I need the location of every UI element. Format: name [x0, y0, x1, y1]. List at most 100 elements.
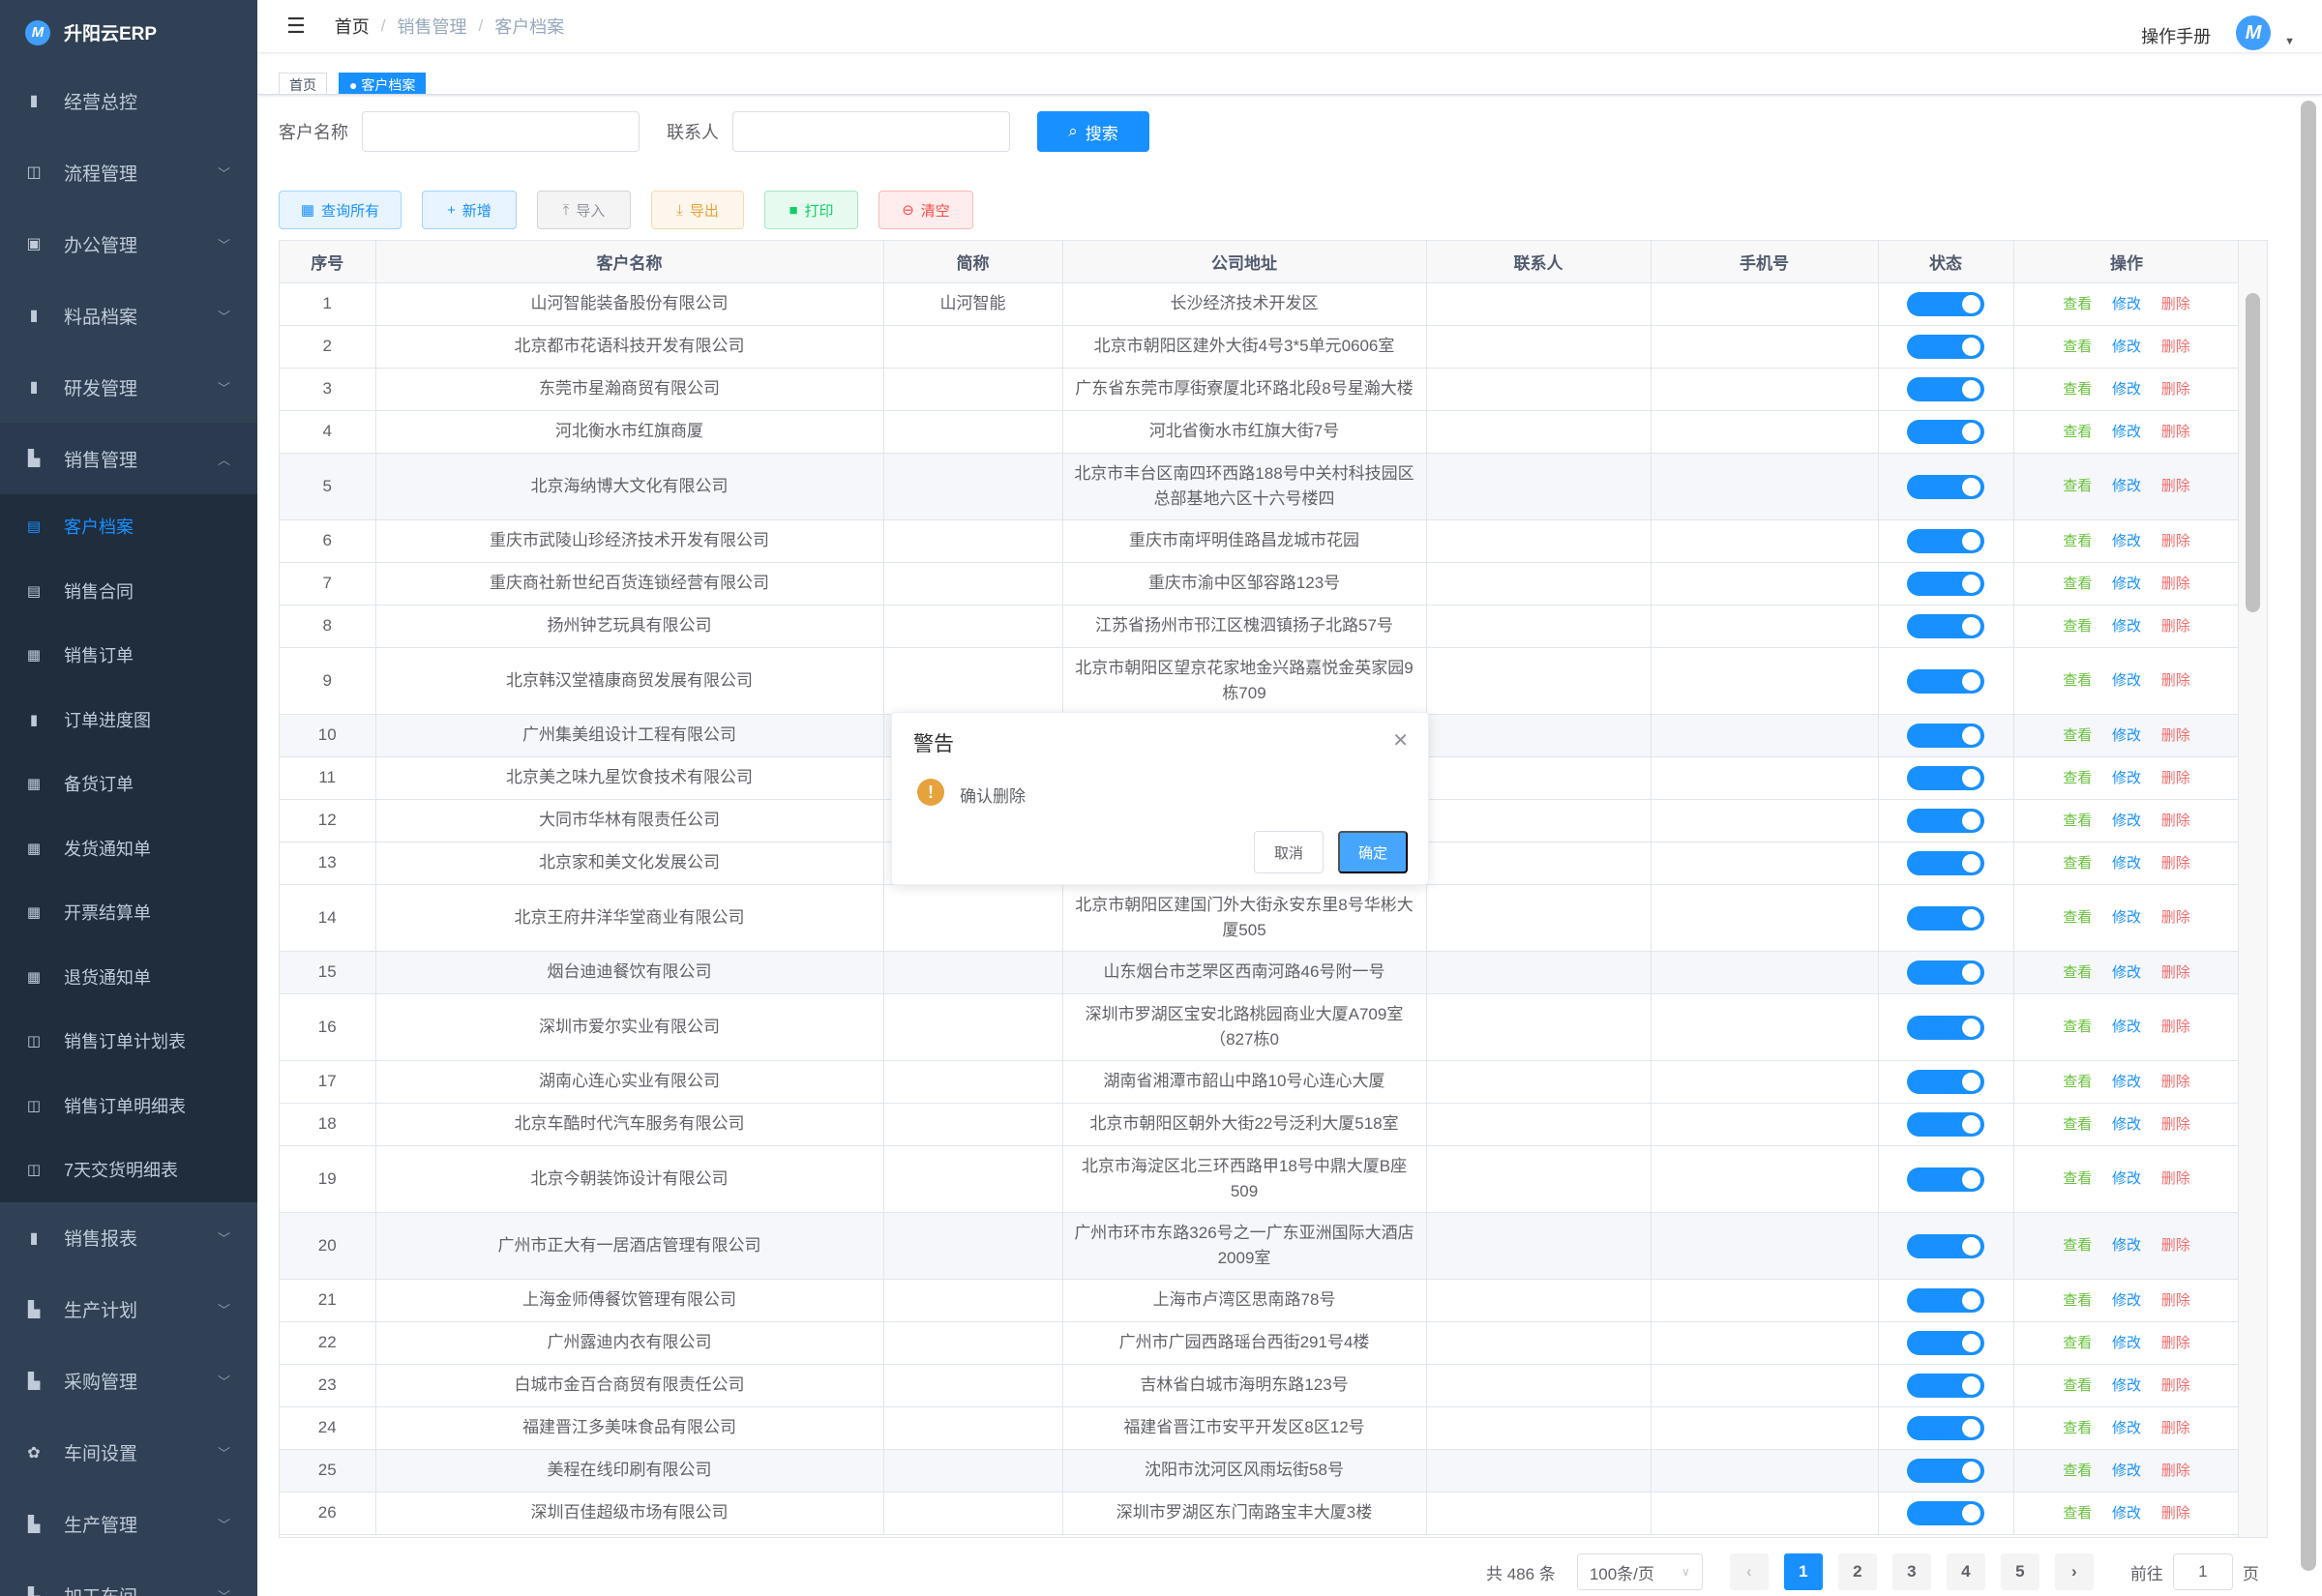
- edit-link[interactable]: 修改: [2111, 1419, 2141, 1436]
- status-toggle[interactable]: [1907, 529, 1984, 553]
- sidebar-subitem-3[interactable]: ▮ 订单进度图: [0, 688, 257, 753]
- status-toggle[interactable]: [1907, 377, 1984, 401]
- status-toggle[interactable]: [1907, 335, 1984, 359]
- delete-link[interactable]: 删除: [2160, 1334, 2190, 1351]
- edit-link[interactable]: 修改: [2111, 854, 2141, 872]
- table-row[interactable]: 22 广州露迪内衣有限公司 广州市广园西路瑶台西街291号4楼 查看 修改 删除: [280, 1321, 2241, 1365]
- delete-link[interactable]: 删除: [2160, 672, 2190, 689]
- tag-home[interactable]: 首页: [279, 73, 327, 94]
- status-toggle[interactable]: [1907, 724, 1984, 748]
- status-toggle[interactable]: [1907, 614, 1984, 638]
- sidebar-subitem-0[interactable]: ▤ 客户档案: [0, 494, 257, 559]
- sidebar-subitem-7[interactable]: ▦ 退货通知单: [0, 945, 257, 1010]
- table-row[interactable]: 26 深圳百佳超级市场有限公司 深圳市罗湖区东门南路宝丰大厦3楼 查看 修改 删…: [280, 1492, 2241, 1535]
- view-link[interactable]: 查看: [2063, 1073, 2093, 1090]
- column-header[interactable]: 公司地址: [1062, 241, 1427, 283]
- sidebar-subitem-10[interactable]: ◫ 7天交货明细表: [0, 1138, 257, 1202]
- confirm-button[interactable]: 确定: [1338, 831, 1408, 873]
- view-link[interactable]: 查看: [2063, 1419, 2093, 1436]
- delete-link[interactable]: 删除: [2160, 812, 2190, 829]
- table-row[interactable]: 19 北京今朝装饰设计有限公司 北京市海淀区北三环西路甲18号中鼎大厦B座509…: [280, 1145, 2241, 1213]
- status-toggle[interactable]: [1907, 766, 1984, 790]
- status-toggle[interactable]: [1907, 905, 1984, 931]
- sidebar-item-top-5[interactable]: ▙ 销售管理 ︿: [0, 423, 257, 494]
- status-toggle[interactable]: [1907, 668, 1984, 694]
- close-icon[interactable]: ✕: [1392, 730, 1409, 752]
- sidebar-subitem-1[interactable]: ▤ 销售合同: [0, 559, 257, 624]
- goto-page-input[interactable]: 1: [2172, 1553, 2233, 1590]
- delete-link[interactable]: 删除: [2160, 769, 2190, 786]
- sidebar-item-bottom-0[interactable]: ▮ 销售报表 ﹀: [0, 1202, 257, 1274]
- column-header[interactable]: 简称: [883, 241, 1063, 283]
- table-row[interactable]: 17 湖南心连心实业有限公司 湖南省湘潭市韶山中路10号心连心大厦 查看 修改 …: [280, 1060, 2241, 1104]
- table-scrollbar-thumb[interactable]: [2246, 293, 2260, 612]
- toolbar-button-upload[interactable]: ⤒ 导入: [537, 191, 631, 229]
- delete-link[interactable]: 删除: [2160, 1462, 2190, 1479]
- status-toggle[interactable]: [1907, 1288, 1984, 1313]
- status-toggle[interactable]: [1907, 1416, 1984, 1440]
- view-link[interactable]: 查看: [2063, 338, 2093, 355]
- status-toggle[interactable]: [1907, 851, 1984, 875]
- status-toggle[interactable]: [1907, 420, 1984, 444]
- view-link[interactable]: 查看: [2063, 1019, 2093, 1035]
- delete-link[interactable]: 删除: [2160, 1237, 2190, 1254]
- status-toggle[interactable]: [1907, 1501, 1984, 1525]
- table-row[interactable]: 25 美程在线印刷有限公司 沈阳市沈河区风雨坛街58号 查看 修改 删除: [280, 1449, 2241, 1493]
- status-toggle[interactable]: [1907, 1374, 1984, 1398]
- column-header[interactable]: 操作: [2013, 241, 2241, 283]
- toolbar-button-download[interactable]: ⤓ 导出: [651, 191, 744, 229]
- toolbar-button-clear[interactable]: ⊖ 清空: [878, 191, 973, 229]
- sidebar-item-bottom-4[interactable]: ▙ 生产管理 ﹀: [0, 1489, 257, 1560]
- view-link[interactable]: 查看: [2063, 909, 2093, 926]
- status-toggle[interactable]: [1907, 1112, 1984, 1137]
- tag-customer[interactable]: ● 客户档案: [339, 73, 427, 94]
- delete-link[interactable]: 删除: [2160, 1376, 2190, 1394]
- manual-link[interactable]: 操作手册: [2141, 27, 2212, 46]
- sidebar-item-bottom-1[interactable]: ▙ 生产计划 ﹀: [0, 1274, 257, 1345]
- column-header[interactable]: 序号: [280, 241, 376, 283]
- edit-link[interactable]: 修改: [2111, 1376, 2141, 1394]
- table-row[interactable]: 7 重庆商社新世纪百货连锁经营有限公司 重庆市渝中区邹容路123号 查看 修改 …: [280, 562, 2241, 606]
- edit-link[interactable]: 修改: [2111, 1170, 2141, 1187]
- view-link[interactable]: 查看: [2063, 726, 2093, 744]
- search-button[interactable]: ⌕ 搜索: [1037, 111, 1149, 152]
- status-toggle[interactable]: [1907, 1167, 1984, 1192]
- sidebar-item-top-1[interactable]: ◫ 流程管理 ﹀: [0, 136, 257, 208]
- sidebar-item-bottom-2[interactable]: ▙ 采购管理 ﹀: [0, 1345, 257, 1417]
- edit-link[interactable]: 修改: [2111, 963, 2141, 981]
- sidebar-subitem-8[interactable]: ◫ 销售订单计划表: [0, 1009, 257, 1074]
- edit-link[interactable]: 修改: [2111, 1334, 2141, 1351]
- table-row[interactable]: 2 北京都市花语科技开发有限公司 北京市朝阳区建外大街4号3*5单元0606室 …: [280, 325, 2241, 369]
- table-row[interactable]: 21 上海金师傅餐饮管理有限公司 上海市卢湾区思南路78号 查看 修改 删除: [280, 1279, 2241, 1322]
- view-link[interactable]: 查看: [2063, 1237, 2093, 1254]
- table-row[interactable]: 23 白城市金百合商贸有限责任公司 吉林省白城市海明东路123号 查看 修改 删…: [280, 1364, 2241, 1407]
- edit-link[interactable]: 修改: [2111, 909, 2141, 926]
- column-header[interactable]: 客户名称: [375, 241, 884, 283]
- view-link[interactable]: 查看: [2063, 1376, 2093, 1394]
- view-link[interactable]: 查看: [2063, 575, 2093, 592]
- table-row[interactable]: 24 福建晋江多美味食品有限公司 福建省晋江市安平开发区8区12号 查看 修改 …: [280, 1406, 2241, 1450]
- status-toggle[interactable]: [1907, 1459, 1984, 1483]
- delete-link[interactable]: 删除: [2160, 1170, 2190, 1187]
- page-button[interactable]: 4: [1946, 1553, 1985, 1590]
- edit-link[interactable]: 修改: [2111, 478, 2141, 494]
- edit-link[interactable]: 修改: [2111, 812, 2141, 829]
- table-row[interactable]: 15 烟台迪迪餐饮有限公司 山东烟台市芝罘区西南河路46号附一号 查看 修改 删…: [280, 951, 2241, 994]
- delete-link[interactable]: 删除: [2160, 854, 2190, 872]
- view-link[interactable]: 查看: [2063, 963, 2093, 981]
- app-logo[interactable]: M 升阳云ERP: [0, 0, 257, 65]
- status-toggle[interactable]: [1907, 1070, 1984, 1094]
- delete-link[interactable]: 删除: [2160, 726, 2190, 744]
- sidebar-subitem-2[interactable]: ▦ 销售订单: [0, 623, 257, 688]
- sidebar-item-top-2[interactable]: ▣ 办公管理 ﹀: [0, 208, 257, 280]
- edit-link[interactable]: 修改: [2111, 672, 2141, 689]
- sidebar-item-bottom-5[interactable]: ▙ 加工车间 ﹀: [0, 1560, 257, 1596]
- edit-link[interactable]: 修改: [2111, 575, 2141, 592]
- status-toggle[interactable]: [1907, 1331, 1984, 1355]
- column-header[interactable]: 联系人: [1426, 241, 1652, 283]
- edit-link[interactable]: 修改: [2111, 726, 2141, 744]
- status-toggle[interactable]: [1907, 474, 1984, 499]
- delete-link[interactable]: 删除: [2160, 478, 2190, 494]
- delete-link[interactable]: 删除: [2160, 338, 2190, 355]
- view-link[interactable]: 查看: [2063, 617, 2093, 635]
